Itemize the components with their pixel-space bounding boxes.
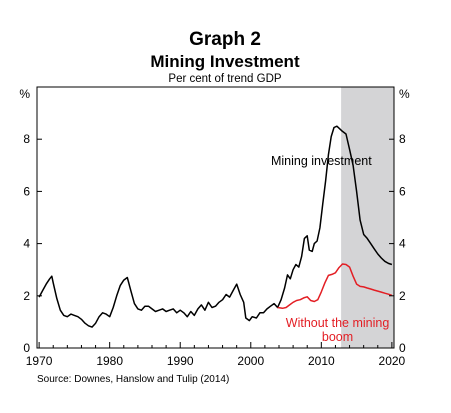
graph-number: Graph 2 [189,29,261,50]
chart-title: Mining Investment [150,52,300,71]
x-tick-label: 2020 [379,354,406,368]
y-tick-label-left: 8 [23,132,30,146]
chart-subtitle: Per cent of trend GDP [168,73,281,85]
y-tick-label-right: 6 [399,184,406,198]
y-tick-label-right: 8 [399,132,406,146]
y-tick-label-right: 0 [399,341,406,355]
y-tick-label-left: 6 [23,184,30,198]
x-tick-label: 1990 [167,354,194,368]
plot-area [38,125,393,328]
y-tick-label-left: 2 [23,289,30,303]
series-label-without-mining-boom: Without the mining boom [286,316,390,344]
x-tick-label: 2000 [237,354,264,368]
source-note: Source: Downes, Hanslow and Tulip (2014) [37,374,229,385]
plot-border [36,86,395,349]
x-tick-label: 1980 [96,354,123,368]
y-tick-label-left: 4 [23,237,30,251]
x-tick-label: 1970 [26,354,53,368]
right-axis-unit: % [399,87,410,101]
x-tick-label: 2010 [308,354,335,368]
series-line-without-mining-boom [277,263,393,310]
shaded-region [341,87,394,348]
left-axis-unit: % [19,87,30,101]
y-tick-label-left: 0 [23,341,30,355]
y-tick-label-right: 2 [399,289,406,303]
series-label-mining-investment: Mining investment [271,154,372,168]
series-line-mining-investment [38,125,393,328]
y-tick-label-right: 4 [399,237,406,251]
